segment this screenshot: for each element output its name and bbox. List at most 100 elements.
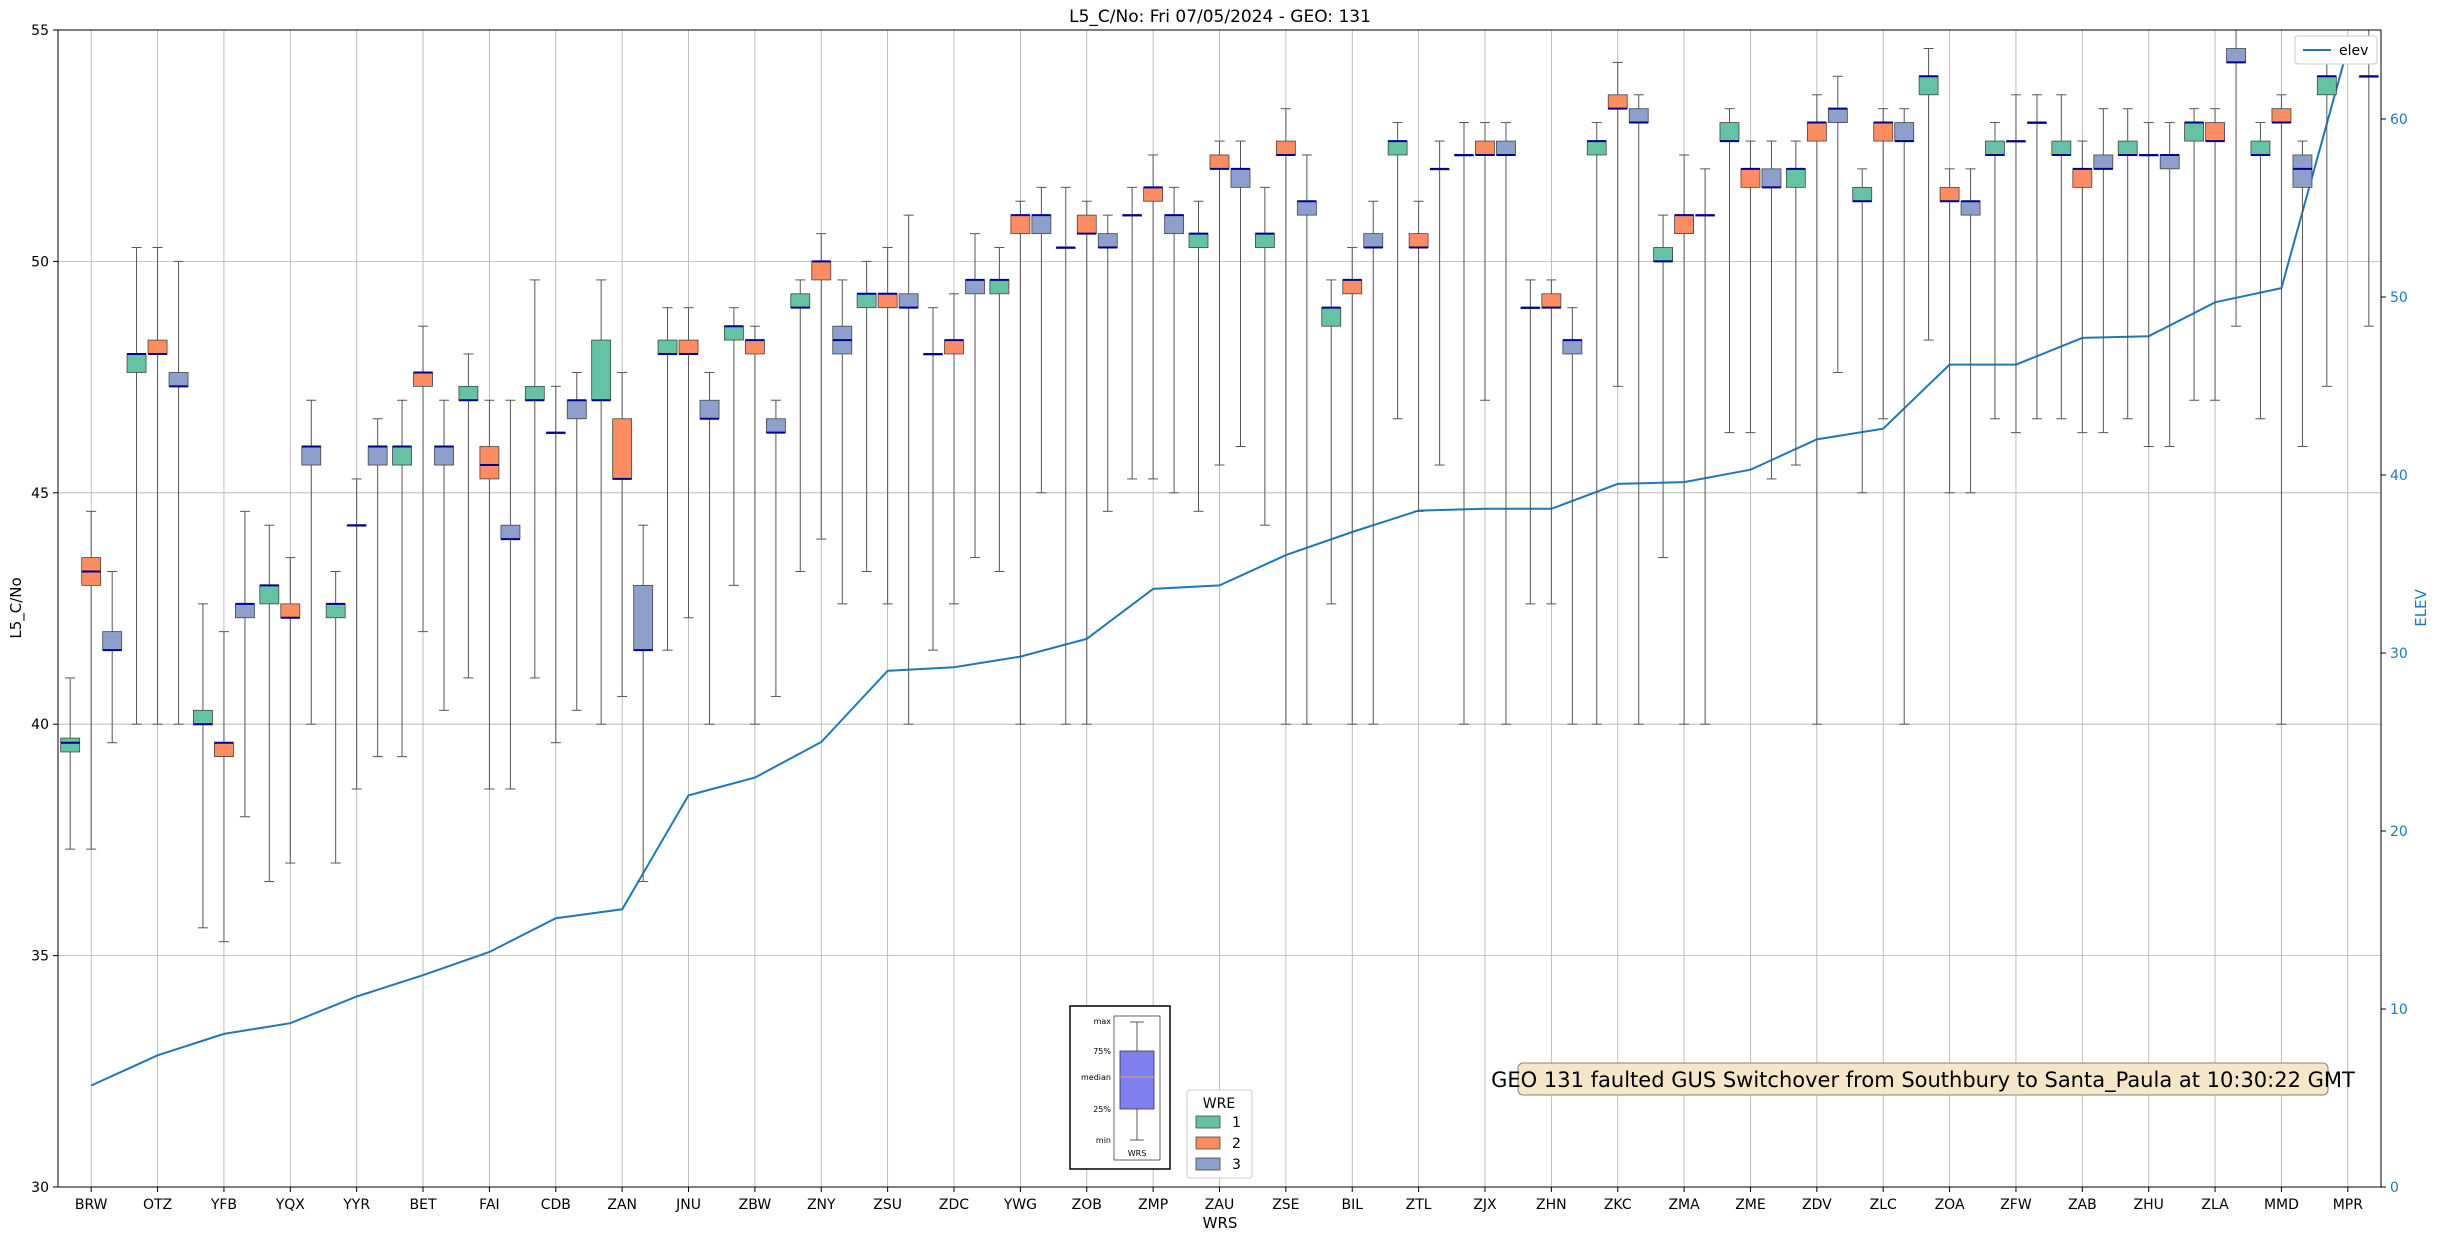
box-plots — [60, 29, 2379, 943]
box-ZHN-wre3 — [1562, 307, 1583, 725]
box-iqr — [811, 260, 832, 281]
box-iqr — [1209, 154, 1230, 170]
box-ZOB-wre1 — [1055, 186, 1076, 725]
key-label-max: max — [1094, 1017, 1112, 1026]
box-iqr — [1894, 122, 1915, 142]
box-ZHU-wre3 — [2159, 122, 2180, 448]
box-ZBW-wre1 — [724, 307, 744, 586]
box-ZOA-wre3 — [1960, 168, 1981, 494]
box-ZNY-wre1 — [790, 279, 811, 572]
x-tick-label: ZMP — [1138, 1197, 1168, 1213]
y2-tick-label: 60 — [2390, 112, 2408, 128]
x-tick-label: FAI — [479, 1197, 499, 1213]
key-label-75: 75% — [1093, 1047, 1111, 1056]
box-iqr — [1475, 140, 1495, 156]
box-iqr — [678, 339, 699, 355]
box-iqr — [745, 339, 765, 355]
box-iqr — [2205, 122, 2225, 142]
box-iqr — [2093, 154, 2114, 170]
x-tick-label: ZHU — [2134, 1197, 2164, 1213]
box-iqr — [1562, 339, 1583, 355]
x-tick-label: ZLC — [1870, 1197, 1897, 1213]
box-ZKC-wre1 — [1586, 122, 1607, 725]
box-ZLC-wre2 — [1873, 108, 1894, 420]
box-iqr — [2271, 108, 2292, 123]
x-tick-label: BRW — [75, 1197, 108, 1213]
box-iqr — [1852, 186, 1873, 202]
box-iqr — [1541, 293, 1562, 309]
box-JNU-wre1 — [657, 307, 678, 651]
box-ZMA-wre3 — [1695, 168, 1715, 725]
y-tick-label: 40 — [31, 717, 49, 733]
box-ZSE-wre2 — [1275, 108, 1296, 725]
box-ZDC-wre2 — [944, 293, 964, 605]
y-axis-right-label: ELEV — [2412, 588, 2430, 626]
box-iqr — [1586, 140, 1607, 156]
x-tick-label: ZAB — [2068, 1197, 2097, 1213]
wre-legend-frame — [1186, 1089, 1253, 1179]
box-ZOB-wre3 — [1097, 214, 1118, 512]
wre-legend-title: WRE — [1203, 1096, 1235, 1112]
box-ZSU-wre3 — [898, 214, 919, 725]
box-iqr — [790, 293, 811, 309]
box-iqr — [2316, 75, 2337, 96]
box-iqr — [102, 631, 123, 651]
y2-tick-label: 30 — [2390, 646, 2408, 662]
box-ZSU-wre2 — [877, 247, 898, 605]
box-ZHU-wre2 — [2138, 122, 2159, 448]
box-iqr — [944, 339, 964, 355]
box-iqr — [1674, 214, 1694, 235]
box-ZTL-wre2 — [1408, 200, 1429, 512]
box-ZTL-wre3 — [1429, 140, 1450, 466]
x-tick-label: BIL — [1341, 1197, 1363, 1213]
box-ZHU-wre1 — [2117, 108, 2138, 420]
box-iqr — [1628, 108, 1649, 123]
x-tick-label: ZAN — [607, 1197, 637, 1213]
y2-tick-label: 0 — [2390, 1180, 2399, 1196]
box-iqr — [1097, 233, 1118, 248]
x-tick-label: ZOB — [1072, 1197, 1102, 1213]
box-MPR-wre1 — [2316, 48, 2337, 387]
x-tick-label: YWG — [1003, 1197, 1037, 1213]
box-iqr — [392, 446, 412, 466]
y-axis-right-ticks: 0 10 20 30 40 50 60 — [2381, 112, 2408, 1196]
x-axis-label: WRS — [1203, 1214, 1238, 1232]
box-ZAN-wre1 — [591, 279, 612, 725]
wre-legend: WRE 1 2 3 — [1186, 1089, 1253, 1179]
y2-tick-label: 20 — [2390, 824, 2408, 840]
key-xlabel: WRS — [1128, 1149, 1147, 1158]
box-iqr — [1010, 214, 1031, 235]
x-tick-label: BET — [410, 1197, 437, 1213]
box-ZAU-wre3 — [1230, 140, 1251, 448]
box-OTZ-wre1 — [126, 247, 147, 725]
box-iqr — [60, 737, 81, 753]
box-iqr — [367, 446, 388, 466]
box-iqr — [413, 372, 433, 387]
box-iqr — [2292, 154, 2313, 188]
box-CDB-wre2 — [545, 385, 566, 744]
box-ZME-wre3 — [1761, 140, 1782, 480]
box-BET-wre1 — [392, 399, 412, 758]
box-ZMA-wre2 — [1674, 154, 1694, 725]
x-tick-label: ZNY — [807, 1197, 836, 1213]
box-iqr — [724, 325, 744, 341]
box-ZMA-wre1 — [1653, 214, 1673, 559]
x-tick-label: ZFW — [2000, 1197, 2032, 1213]
box-iqr — [965, 279, 985, 295]
box-BRW-wre3 — [102, 570, 123, 744]
box-iqr — [301, 446, 322, 466]
box-ZAN-wre3 — [633, 524, 654, 883]
x-tick-label: YYR — [342, 1197, 370, 1213]
box-iqr — [877, 293, 898, 309]
box-iqr — [259, 584, 280, 605]
box-ZMP-wre2 — [1143, 154, 1164, 480]
box-ZAB-wre3 — [2093, 108, 2114, 434]
x-tick-label: JNU — [675, 1197, 701, 1213]
box-ZBW-wre2 — [745, 325, 765, 725]
box-iqr — [2117, 140, 2138, 156]
box-MMD-wre3 — [2292, 140, 2313, 448]
box-YYR-wre1 — [325, 570, 346, 864]
box-YFB-wre2 — [214, 631, 234, 943]
box-iqr — [2051, 140, 2072, 156]
x-tick-label: OTZ — [143, 1197, 172, 1213]
